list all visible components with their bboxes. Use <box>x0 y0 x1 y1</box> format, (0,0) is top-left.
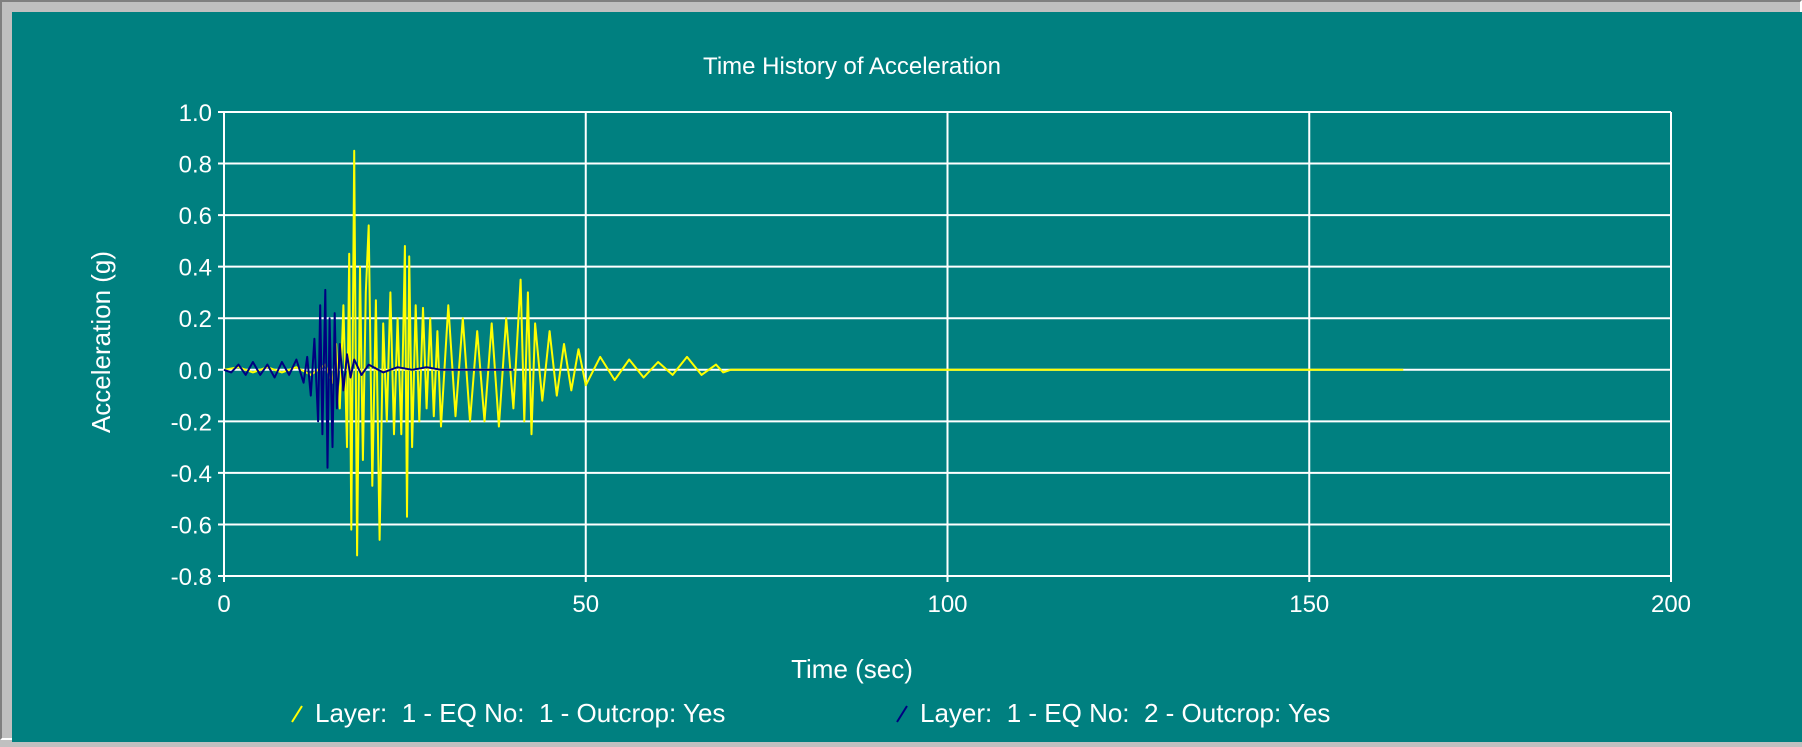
y-tick-label: 0.6 <box>179 203 212 230</box>
legend-label-2: Layer: 1 - EQ No: 2 - Outcrop: Yes <box>920 698 1330 728</box>
y-tick-label: -0.2 <box>171 409 212 436</box>
y-tick-label: 0.4 <box>179 255 212 282</box>
x-tick-label: 100 <box>927 591 967 618</box>
y-axis-label: Acceleration (g) <box>86 251 116 433</box>
series-line-2 <box>223 288 514 469</box>
x-tick-label: 150 <box>1289 591 1329 618</box>
y-tick-label: -0.4 <box>171 461 212 488</box>
legend-label-1: Layer: 1 - EQ No: 1 - Outcrop: Yes <box>315 698 725 728</box>
acceleration-chart: Time History of Acceleration Acceleratio… <box>86 53 1691 728</box>
legend: Layer: 1 - EQ No: 1 - Outcrop: Yes Layer… <box>291 698 1330 728</box>
chart-title: Time History of Acceleration <box>703 53 1001 80</box>
legend-swatch-1 <box>291 705 303 723</box>
x-tick-labels: 0 50 100 150 200 <box>217 591 1691 618</box>
y-tick-label: 0.2 <box>179 306 212 333</box>
y-tick-label: 1.0 <box>179 100 212 127</box>
y-tick-labels: 1.0 0.8 0.6 0.4 0.2 0.0 -0.2 -0.4 -0.6 -0.8 <box>171 100 212 591</box>
y-tick-label: 0.0 <box>179 358 212 385</box>
legend-item-2: Layer: 1 - EQ No: 2 - Outcrop: Yes <box>896 698 1330 728</box>
y-tick-label: -0.6 <box>171 512 212 539</box>
series-line-1 <box>223 149 1404 557</box>
x-tick-label: 0 <box>217 591 230 618</box>
x-tick-label: 200 <box>1651 591 1691 618</box>
x-tick-label: 50 <box>572 591 599 618</box>
plot-panel: Time History of Acceleration Acceleratio… <box>12 12 1802 742</box>
legend-item-1: Layer: 1 - EQ No: 1 - Outcrop: Yes <box>291 698 725 728</box>
y-tick-label: -0.8 <box>171 564 212 591</box>
y-tick-label: 0.8 <box>179 152 212 179</box>
series-layer <box>223 149 1404 557</box>
x-axis-label: Time (sec) <box>791 654 913 684</box>
legend-swatch-2 <box>896 705 908 723</box>
